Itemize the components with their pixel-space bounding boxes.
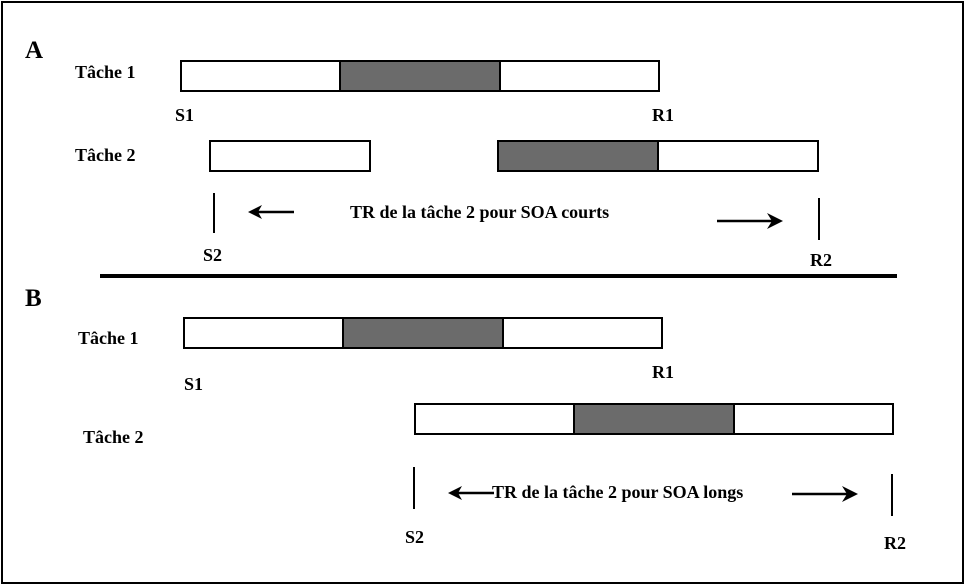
panel-b-left-arrow-icon <box>448 486 494 500</box>
panel-b-task2-label: Tâche 2 <box>83 427 144 447</box>
panel-b-s1-label: S1 <box>184 374 204 394</box>
panel-a-task1-bar <box>180 60 660 92</box>
panel-b-caption: TR de la tâche 2 pour SOA longs <box>492 482 744 502</box>
panel-b-r2-label: R2 <box>884 533 906 553</box>
panel-b-task2-perception-stage <box>416 405 574 433</box>
panel-b-task1-perception-stage <box>185 319 343 347</box>
panel-b-task2-selection-stage <box>573 405 733 433</box>
panel-a-task2-delayed-bar <box>497 140 819 172</box>
panel-a-task2-execution-stage <box>657 142 817 170</box>
panel-a-task2-selection-stage <box>499 142 657 170</box>
panel-a-r2-tick <box>818 198 820 240</box>
panel-b-task2-bar <box>414 403 894 435</box>
panel-a-letter: A <box>25 37 44 64</box>
panel-separator <box>100 274 897 278</box>
panel-b-r1-label: R1 <box>652 362 674 382</box>
panel-b-task1-selection-stage <box>342 319 502 347</box>
panel-a-task2-perception-stage <box>209 140 371 172</box>
panel-a-left-arrow-icon <box>248 205 294 219</box>
panel-a-s2-tick <box>213 193 215 233</box>
panel-a-caption: TR de la tâche 2 pour SOA courts <box>350 202 610 222</box>
panel-a-s1-label: S1 <box>175 105 195 125</box>
panel-b-right-arrow-icon <box>792 486 858 502</box>
panel-a-task1-label: Tâche 1 <box>75 62 136 82</box>
panel-b-r2-tick <box>891 474 893 516</box>
panel-a-task1-selection-stage <box>339 62 499 90</box>
panel-b-s2-tick <box>413 467 415 509</box>
panel-a-right-arrow-icon <box>717 213 783 229</box>
panel-a-task1-perception-stage <box>182 62 340 90</box>
panel-b-s2-label: S2 <box>405 527 425 547</box>
panel-b-letter: B <box>25 285 42 312</box>
panel-a-r2-label: R2 <box>810 250 832 270</box>
panel-a-r1-label: R1 <box>652 105 674 125</box>
panel-a-task1-execution-stage <box>498 62 658 90</box>
panel-a-s2-label: S2 <box>203 245 223 265</box>
panel-b-task1-bar <box>183 317 663 349</box>
panel-a-task2-perception-fill <box>211 142 369 170</box>
panel-b-task2-execution-stage <box>732 405 892 433</box>
panel-a-task2-label: Tâche 2 <box>75 145 136 165</box>
panel-b-task1-execution-stage <box>501 319 661 347</box>
panel-b-task1-label: Tâche 1 <box>78 328 139 348</box>
